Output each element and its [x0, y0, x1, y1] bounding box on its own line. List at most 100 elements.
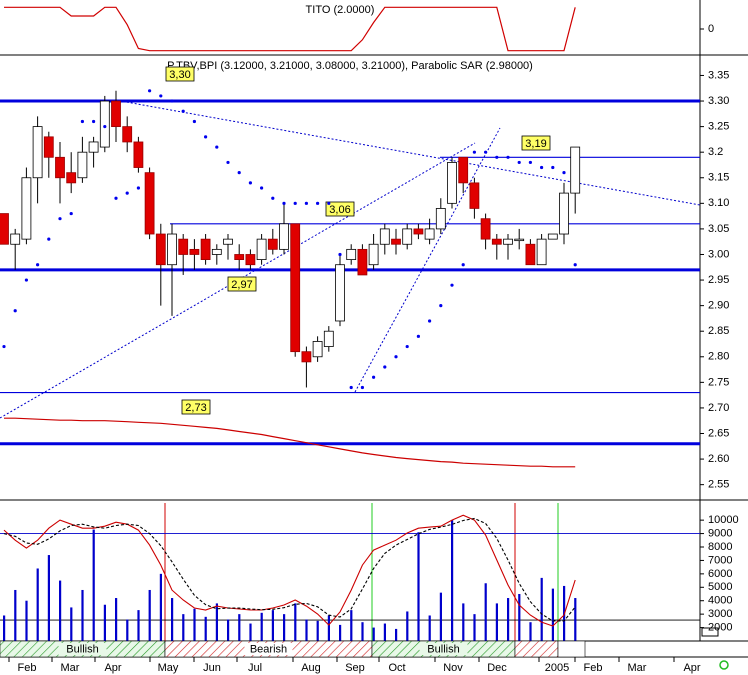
candle-body: [155, 233, 166, 266]
sar-dot: [528, 160, 533, 165]
sar-dot: [192, 119, 196, 124]
candle-body: [559, 192, 569, 235]
volume-bar: [574, 598, 577, 641]
level-label: 2,97: [231, 279, 252, 291]
volume-bar: [451, 520, 454, 641]
volume-bar: [473, 614, 476, 641]
candle-body: [570, 146, 581, 194]
candle-body: [480, 218, 491, 240]
sar-dot: [472, 150, 476, 154]
candle-body: [32, 126, 43, 179]
volume-bar: [182, 614, 185, 641]
candle-body: [536, 238, 547, 266]
volume-bar: [518, 594, 521, 641]
y-tick-label: 3.15: [708, 172, 729, 184]
y-tick-label: 7000: [708, 554, 732, 566]
sar-dot: [416, 334, 420, 338]
sar-dot: [327, 201, 331, 205]
volume-bar: [551, 588, 554, 641]
volume-bar: [25, 600, 28, 641]
x-tick-label: Dec: [487, 662, 507, 674]
candle-body: [435, 208, 446, 230]
regime-band: [514, 640, 559, 658]
candle-body: [10, 233, 21, 245]
sar-dot: [450, 283, 454, 287]
candle-body: [312, 341, 323, 358]
candle-body: [99, 100, 110, 148]
volume-bar: [350, 610, 353, 641]
sar-dot: [517, 160, 521, 165]
volume-bar: [428, 615, 431, 641]
candle-body: [178, 238, 189, 255]
candle-body: [424, 228, 435, 240]
icon: [701, 627, 719, 637]
candle-body: [301, 351, 312, 363]
x-tick-label: Jun: [203, 662, 221, 674]
y-tick-label: 2.75: [708, 376, 729, 388]
indicator-title: TITO (2.0000): [306, 4, 375, 16]
volume-bar: [327, 615, 330, 641]
candle-body: [256, 238, 267, 260]
candle-body: [447, 162, 457, 204]
candle-body: [77, 151, 88, 179]
sar-dot: [226, 160, 230, 165]
level-label: 3,30: [169, 69, 190, 81]
y-tick-label: 10000: [708, 514, 739, 526]
candle-body: [21, 177, 32, 240]
sar-dot: [439, 304, 443, 308]
sar-dot: [360, 385, 364, 390]
candle-body: [144, 172, 155, 235]
volume-bar: [215, 603, 218, 641]
candle-body: [391, 238, 401, 245]
volume-bar: [204, 616, 207, 641]
level-label-box: [165, 66, 195, 82]
candle-body: [88, 141, 99, 153]
candle-body: [368, 243, 379, 266]
candle-body: [413, 228, 424, 235]
level-label-box: [227, 276, 257, 292]
regime-label-bg: [58, 643, 107, 655]
volume-bar: [495, 603, 498, 641]
volume-bar: [339, 624, 342, 641]
y-tick-label: 5000: [708, 581, 732, 593]
sar-dot: [125, 191, 129, 195]
candle-body: [458, 156, 469, 184]
y-tick-label: 3000: [708, 608, 732, 620]
sar-dot: [181, 109, 185, 113]
candle-body: [379, 228, 390, 245]
sar-dot: [47, 237, 51, 241]
candle-body: [200, 238, 211, 260]
y-tick-label: 2.60: [708, 453, 729, 465]
volume-bar: [484, 583, 487, 641]
sar-dot: [80, 119, 84, 124]
candle-body: [234, 254, 245, 260]
y-tick-label: 9000: [708, 527, 732, 539]
candle-body: [279, 223, 289, 250]
volume-bar: [159, 573, 162, 641]
candle-body: [111, 100, 121, 128]
sar-dot: [36, 263, 40, 267]
volume-bar: [171, 598, 174, 641]
y-tick-label: 2.70: [708, 402, 729, 414]
y-tick-label: 0: [708, 23, 714, 35]
x-tick-label: Apr: [683, 662, 700, 674]
volume-bar: [148, 589, 151, 641]
x-tick-label: Mar: [61, 662, 80, 674]
volume-bar: [193, 608, 196, 641]
candle-body: [55, 156, 65, 179]
candle-body: [223, 238, 233, 245]
regime-label-bg: [244, 643, 293, 655]
volume-bar: [92, 529, 95, 641]
y-tick-label: 3.2: [708, 146, 723, 158]
x-tick-label: 2005: [545, 662, 569, 674]
volume-bar: [126, 619, 129, 641]
regime-band: [557, 640, 586, 658]
candle-body: [491, 238, 502, 245]
regime-label-bg: [419, 643, 468, 655]
candle-body: [245, 254, 256, 266]
sar-dot: [540, 165, 544, 170]
volume-bar: [271, 610, 274, 641]
candle-body: [66, 172, 77, 184]
candle-body: [0, 213, 9, 245]
